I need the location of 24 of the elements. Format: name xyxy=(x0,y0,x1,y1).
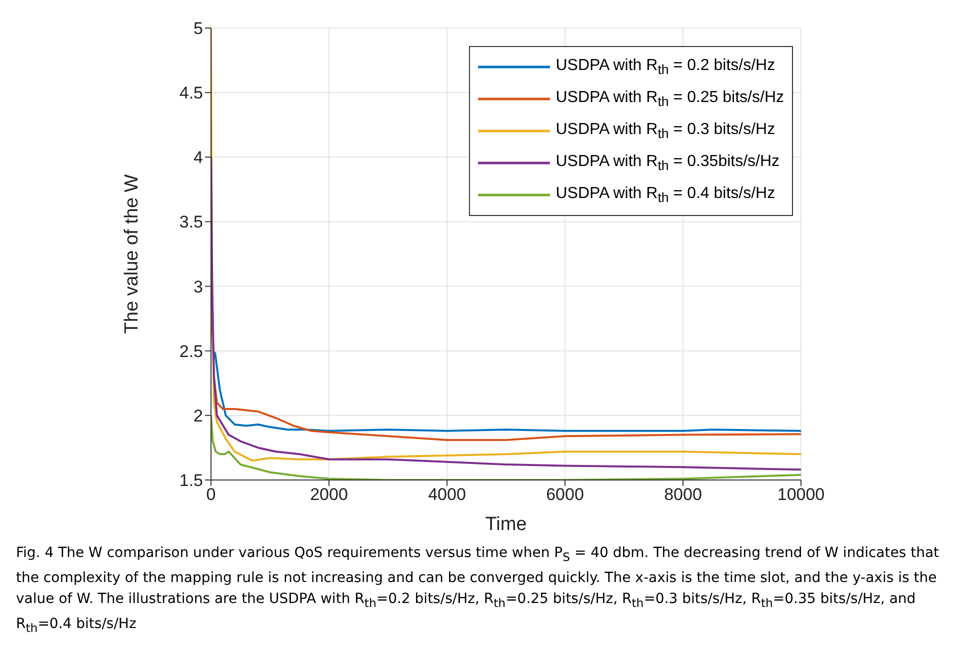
y-tick-label: 5 xyxy=(194,19,203,38)
y-tick-label: 3 xyxy=(194,277,203,296)
x-tick-label: 4000 xyxy=(428,485,466,504)
text: Fig. 4 The W comparison under various QoS requirements versus time when P$_{S}$ = 40 dbm. The decreasing trend of W indicates that the complexity of the mapping rule is not increasing and can be converged quickly. The x-axis is the time slot, and the y-axis is the value of W. The illustrations are the USDPA with R$_{th}$=0.2 bits/s/Hz, R$_{th}$=0.25 bits/s/Hz, R$_{th}$=0.3 bits/s/Hz, R$_{th}$=0.35 bits/s/Hz, and R$_{th}$=0.4 bits/s/Hz xyxy=(16,545,940,634)
line-series xyxy=(211,156,801,471)
y-tick-label: 2 xyxy=(194,406,203,426)
y-tick-label: 3.5 xyxy=(179,212,203,232)
legend-label: USDPA with R$_{th}$ = 0.25 bits/s/Hz xyxy=(556,88,784,110)
legend-label: USDPA with R$_{th}$ = 0.4 bits/s/Hz xyxy=(556,184,776,206)
x-tick-label: 6000 xyxy=(546,485,584,504)
y-tick-label: 1.5 xyxy=(179,471,203,490)
y-tick-label: 4.5 xyxy=(179,84,203,103)
legend-label: USDPA with R$_{th}$ = 0.35bits/s/Hz xyxy=(556,152,780,174)
x-tick-label: 10000 xyxy=(777,485,825,504)
legend-label: USDPA with R$_{th}$ = 0.2 bits/s/Hz xyxy=(556,56,776,78)
line-series xyxy=(212,350,801,432)
x-tick-label: 8000 xyxy=(664,485,702,504)
legend-label: USDPA with R$_{th}$ = 0.3 bits/s/Hz xyxy=(556,120,776,142)
x-axis-title: Time xyxy=(485,514,527,535)
y-axis-title: The value of the W xyxy=(122,174,143,334)
x-tick-label: 0 xyxy=(206,485,216,504)
y-tick-label: 4 xyxy=(194,148,203,168)
y-tick-label: 2.5 xyxy=(179,342,203,361)
x-tick-label: 2000 xyxy=(310,485,348,504)
